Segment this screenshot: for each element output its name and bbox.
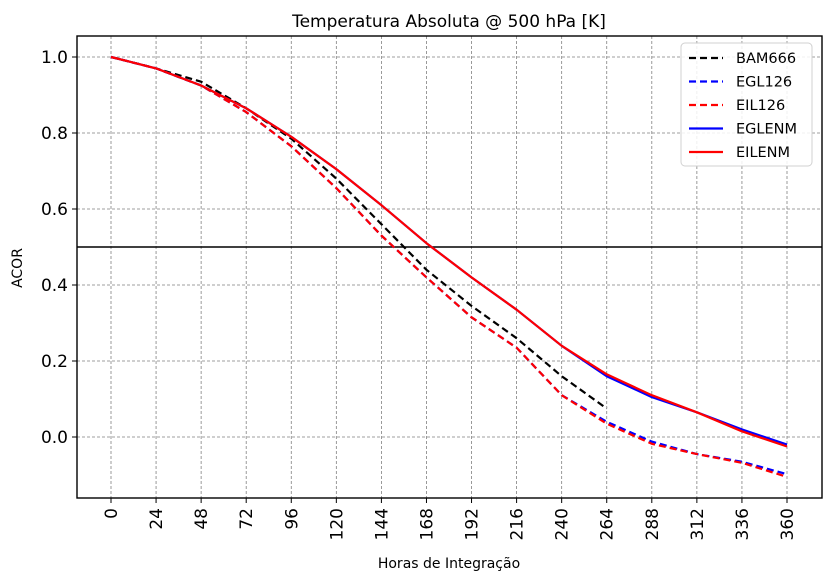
- x-tick-label: 96: [282, 508, 302, 530]
- series-line-eilenm: [110, 55, 788, 448]
- legend-label-egl126: EGL126: [736, 75, 792, 91]
- y-axis-label: ACOR: [10, 248, 26, 288]
- legend-label-bam666: BAM666: [736, 51, 796, 67]
- legend: BAM666 EGL126 EIL126 EGLENM EILENM: [680, 42, 813, 167]
- legend-label-eilenm: EILENM: [736, 145, 790, 161]
- legend-box: [680, 42, 813, 167]
- x-tick-label: 312: [688, 508, 708, 540]
- x-tick-label: 360: [778, 508, 798, 540]
- y-tick-label: 0.2: [41, 352, 68, 372]
- y-tick-label: 0.4: [41, 276, 68, 296]
- x-tick-label: 288: [643, 508, 663, 540]
- x-axis-label: Horas de Integração: [378, 556, 520, 572]
- y-axis: 0.0 0.2 0.4 0.6 0.8 1.0: [41, 48, 77, 448]
- x-tick-label: 144: [372, 508, 392, 540]
- x-tick-label: 240: [553, 508, 573, 540]
- y-tick-label: 0.6: [41, 200, 68, 220]
- x-tick-label: 168: [417, 508, 437, 540]
- y-tick-label: 0.0: [41, 428, 68, 448]
- y-tick-label: 1.0: [41, 48, 68, 68]
- series-line-eil126: [110, 55, 788, 478]
- series-group: [110, 55, 788, 478]
- legend-label-eglenm: EGLENM: [736, 122, 797, 138]
- x-axis: 0 24 48 72 96 120 144 168 192 216 240 264 288 312 336 3…: [102, 498, 798, 540]
- y-tick-label: 0.8: [41, 124, 68, 144]
- grid: [77, 36, 822, 498]
- x-tick-label: 48: [192, 508, 212, 530]
- x-tick-label: 264: [598, 508, 618, 540]
- x-tick-label: 24: [147, 508, 167, 530]
- series-line-bam666: [110, 55, 608, 410]
- legend-label-eil126: EIL126: [736, 98, 785, 114]
- x-tick-label: 192: [463, 508, 483, 540]
- x-tick-label: 216: [508, 508, 528, 540]
- x-tick-label: 120: [327, 508, 347, 540]
- plot-frame: [76, 35, 823, 499]
- x-tick-label: 336: [733, 508, 753, 540]
- x-tick-label: 0: [102, 508, 122, 519]
- x-tick-label: 72: [237, 508, 257, 530]
- chart-title: Temperatura Absoluta @ 500 hPa [K]: [291, 12, 606, 32]
